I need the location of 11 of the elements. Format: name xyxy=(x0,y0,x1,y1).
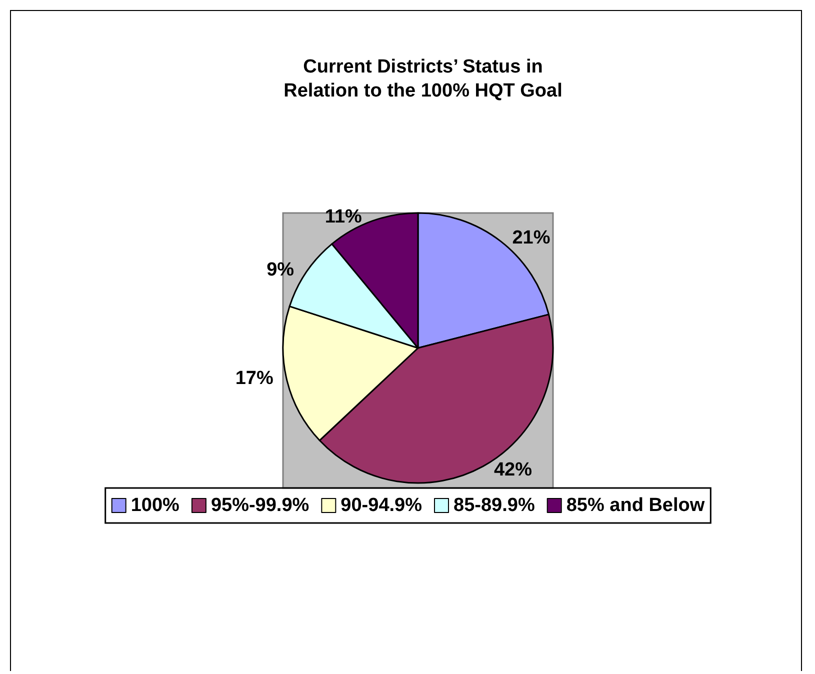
legend-label: 95%-99.9% xyxy=(210,495,310,516)
legend-label: 85% and Below xyxy=(566,495,705,516)
chart-title: Current Districts’ Status in Relation to the 100% HQT Goal xyxy=(284,56,562,102)
data-label: 21% xyxy=(512,228,550,249)
data-label: 11% xyxy=(324,206,362,228)
legend-label: 90-94.9% xyxy=(340,495,422,516)
data-label: 42% xyxy=(494,459,532,480)
data-label: 9% xyxy=(266,259,294,280)
legend-label: 85-89.9% xyxy=(454,495,535,516)
data-label: 17% xyxy=(235,368,274,389)
legend-label: 100% xyxy=(130,495,180,516)
